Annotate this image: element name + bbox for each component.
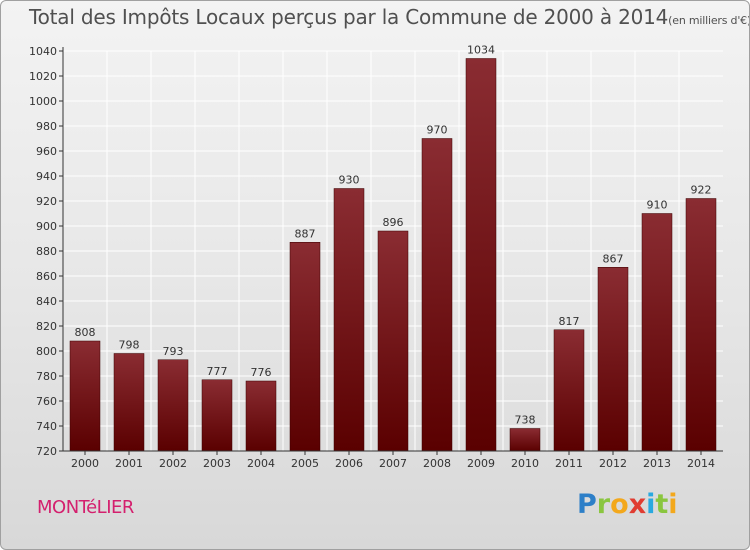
data-label: 808 xyxy=(75,326,96,339)
bar-2005 xyxy=(289,242,321,452)
bar-2001 xyxy=(113,353,145,452)
logo-letter: i xyxy=(668,489,678,520)
x-tick-label: 2012 xyxy=(599,457,627,470)
y-tick-label: 1020 xyxy=(29,70,57,83)
x-tick-label: 2003 xyxy=(203,457,231,470)
data-label: 738 xyxy=(515,414,536,427)
y-tick-label: 800 xyxy=(36,345,57,358)
logo-letter: i xyxy=(646,489,656,520)
x-tick-label: 2006 xyxy=(335,457,363,470)
x-tick-label: 2009 xyxy=(467,457,495,470)
data-label: 922 xyxy=(691,184,712,197)
x-tick-label: 2002 xyxy=(159,457,187,470)
bar-2002 xyxy=(157,359,189,452)
bar-2009 xyxy=(465,58,497,452)
y-tick-label: 920 xyxy=(36,195,57,208)
title-text: Total des Impôts Locaux perçus par la Co… xyxy=(29,5,669,29)
data-label: 910 xyxy=(647,199,668,212)
y-tick-label: 960 xyxy=(36,145,57,158)
axes xyxy=(59,47,723,455)
y-tick-label: 820 xyxy=(36,320,57,333)
proxiti-logo: Proxiti xyxy=(577,489,678,520)
x-tick-label: 2001 xyxy=(115,457,143,470)
data-label: 776 xyxy=(251,366,272,379)
bars xyxy=(69,58,717,452)
x-tick-label: 2010 xyxy=(511,457,539,470)
bar-2006 xyxy=(333,188,365,452)
x-tick-label: 2013 xyxy=(643,457,671,470)
bar-2011 xyxy=(553,329,585,452)
bar-2003 xyxy=(201,379,233,452)
logo-letter: P xyxy=(577,489,597,520)
x-tick-label: 2014 xyxy=(687,457,715,470)
data-label: 793 xyxy=(163,345,184,358)
data-label: 867 xyxy=(603,252,624,265)
bar-2012 xyxy=(597,267,629,452)
y-tick-label: 740 xyxy=(36,420,57,433)
data-label: 896 xyxy=(383,216,404,229)
logo-letter: t xyxy=(655,489,669,520)
labels: 720 740 760 780 800 820 840 860 880 900 920 940 960 9… xyxy=(29,44,715,471)
logo-letter: o xyxy=(610,489,629,520)
data-label: 1034 xyxy=(467,44,495,57)
bar-2007 xyxy=(377,230,409,452)
data-label: 777 xyxy=(207,365,228,378)
y-tick-label: 980 xyxy=(36,120,57,133)
logo-letter: r xyxy=(596,489,611,520)
bar-2014 xyxy=(685,198,717,452)
y-tick-label: 880 xyxy=(36,245,57,258)
logo-letter: x xyxy=(628,489,647,520)
x-tick-label: 2011 xyxy=(555,457,583,470)
data-label: 970 xyxy=(427,124,448,137)
data-label: 930 xyxy=(339,174,360,187)
bar-2013 xyxy=(641,213,673,452)
x-tick-label: 2008 xyxy=(423,457,451,470)
data-label: 887 xyxy=(295,227,316,240)
bar-2008 xyxy=(421,138,453,452)
x-tick-label: 2000 xyxy=(71,457,99,470)
bar-2010 xyxy=(509,428,541,452)
y-tick-label: 720 xyxy=(36,445,57,458)
bar-2004 xyxy=(245,380,277,452)
data-label: 798 xyxy=(119,339,140,352)
commune-name: MONTéLIER xyxy=(37,497,134,518)
y-tick-label: 780 xyxy=(36,370,57,383)
x-tick-label: 2005 xyxy=(291,457,319,470)
title-unit: (en milliers d'€) xyxy=(668,14,750,27)
chart-title: Total des Impôts Locaux perçus par la Co… xyxy=(29,5,750,29)
data-label: 817 xyxy=(559,315,580,328)
x-tick-label: 2007 xyxy=(379,457,407,470)
y-tick-label: 760 xyxy=(36,395,57,408)
y-tick-label: 840 xyxy=(36,295,57,308)
y-tick-label: 860 xyxy=(36,270,57,283)
y-tick-label: 1000 xyxy=(29,95,57,108)
y-tick-label: 940 xyxy=(36,170,57,183)
x-tick-label: 2004 xyxy=(247,457,275,470)
y-tick-label: 1040 xyxy=(29,45,57,58)
y-tick-label: 900 xyxy=(36,220,57,233)
bar-2000 xyxy=(69,340,101,452)
